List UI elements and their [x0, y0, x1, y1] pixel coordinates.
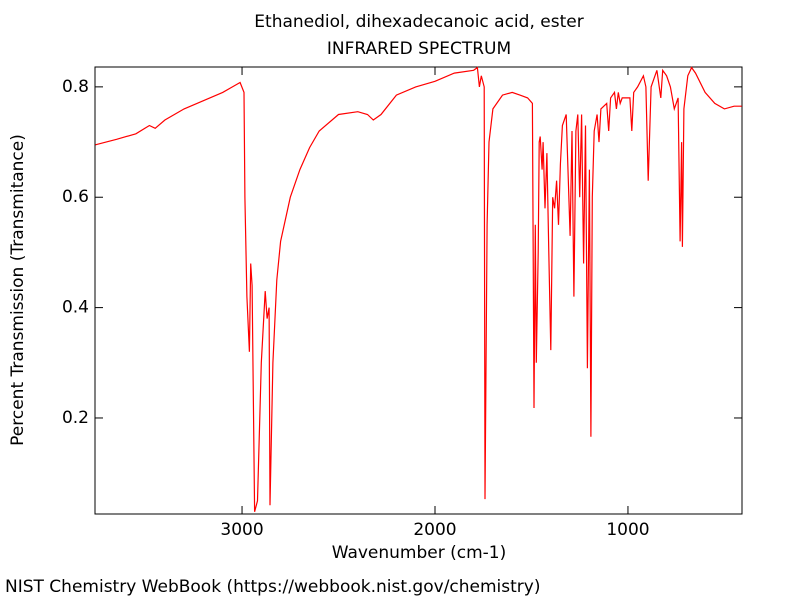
x-tick-label: 2000: [413, 520, 456, 540]
chart-subtitle: INFRARED SPECTRUM: [327, 39, 511, 59]
spectrum-line: [95, 66, 742, 512]
x-tick-label: 3000: [220, 520, 263, 540]
plot-frame: [94, 66, 743, 515]
y-tick-label: 0.2: [62, 408, 89, 428]
chart-title: Ethanediol, dihexadecanoic acid, ester: [254, 12, 583, 32]
x-tick-label: 1000: [606, 520, 649, 540]
y-tick-label: 0.6: [62, 187, 89, 207]
x-axis-label: Wavenumber (cm-1): [332, 543, 507, 563]
y-tick-label: 0.4: [62, 298, 89, 318]
y-axis-label: Percent Transmission (Transmitance): [8, 134, 28, 446]
footer: NIST Chemistry WebBook (https://webbook.…: [5, 577, 540, 597]
y-tick-label: 0.8: [62, 77, 89, 97]
